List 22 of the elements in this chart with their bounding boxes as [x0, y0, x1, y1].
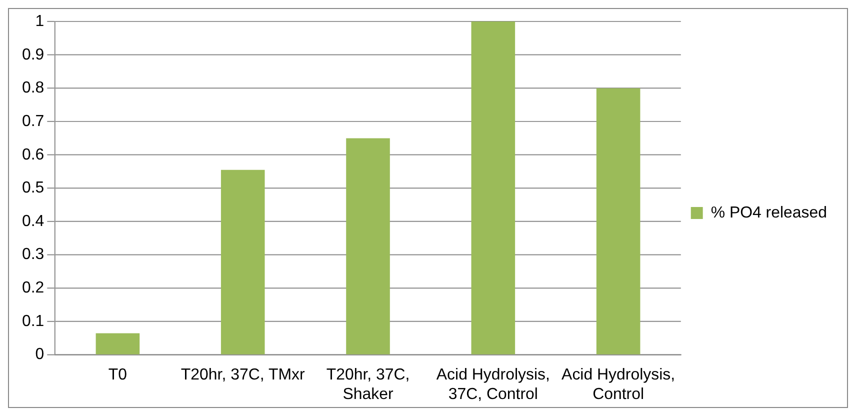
y-tick-label: 0.9: [22, 46, 44, 64]
bar: [220, 170, 265, 354]
y-tick-label: 0.1: [22, 312, 44, 330]
y-tick-label: 1: [35, 12, 44, 30]
y-tick-label: 0.8: [22, 80, 44, 97]
x-tick-label: T20hr, 37C, Shaker: [326, 366, 410, 403]
y-tick-label: 0.5: [22, 180, 44, 197]
x-tick-label: Acid Hydrolysis, Control: [562, 366, 676, 403]
bar: [96, 333, 140, 354]
x-tick-label: T0: [108, 366, 128, 384]
y-tick-label: 0: [35, 346, 44, 364]
y-tick-label: 0.4: [22, 212, 44, 230]
bar: [596, 88, 640, 354]
y-tick-label: 0.7: [22, 112, 44, 130]
x-tick-label: T20hr, 37C, TMxr: [180, 366, 306, 384]
bar: [471, 22, 516, 354]
y-tick-label: 0.6: [22, 146, 44, 164]
bar: [346, 138, 390, 354]
y-tick-label: 0.2: [22, 280, 44, 297]
y-tick-label: 0.3: [22, 246, 44, 264]
x-tick-label: Acid Hydrolysis, 37C, Control: [436, 366, 550, 403]
legend-label: % PO4 released: [710, 204, 828, 222]
